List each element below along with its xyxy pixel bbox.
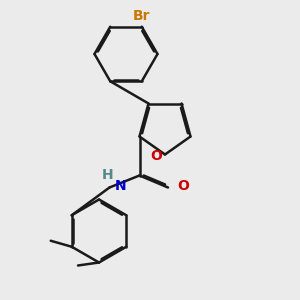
Text: O: O bbox=[177, 179, 189, 193]
Text: H: H bbox=[101, 168, 113, 182]
Text: Br: Br bbox=[133, 9, 151, 23]
Text: N: N bbox=[115, 179, 127, 193]
Text: O: O bbox=[151, 149, 163, 163]
